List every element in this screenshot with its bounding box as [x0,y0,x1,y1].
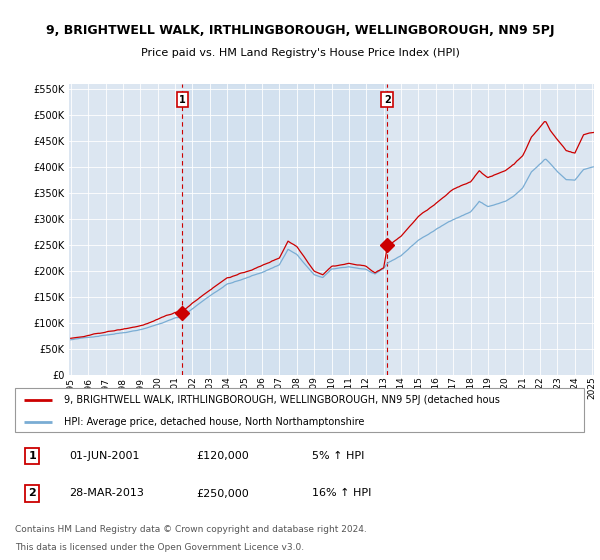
Text: £250,000: £250,000 [196,488,249,498]
FancyBboxPatch shape [15,388,584,432]
Text: 9, BRIGHTWELL WALK, IRTHLINGBOROUGH, WELLINGBOROUGH, NN9 5PJ: 9, BRIGHTWELL WALK, IRTHLINGBOROUGH, WEL… [46,24,554,38]
Text: This data is licensed under the Open Government Licence v3.0.: This data is licensed under the Open Gov… [15,543,304,552]
Text: HPI: Average price, detached house, North Northamptonshire: HPI: Average price, detached house, Nort… [64,417,364,427]
Text: 1: 1 [179,95,186,105]
Text: 01-JUN-2001: 01-JUN-2001 [70,451,140,461]
Text: 5% ↑ HPI: 5% ↑ HPI [311,451,364,461]
Text: 2: 2 [384,95,391,105]
Text: 1: 1 [28,451,36,461]
Text: 9, BRIGHTWELL WALK, IRTHLINGBOROUGH, WELLINGBOROUGH, NN9 5PJ (detached hous: 9, BRIGHTWELL WALK, IRTHLINGBOROUGH, WEL… [64,395,500,405]
Text: £120,000: £120,000 [196,451,249,461]
Text: 16% ↑ HPI: 16% ↑ HPI [311,488,371,498]
Bar [182,84,388,375]
Text: 28-MAR-2013: 28-MAR-2013 [70,488,145,498]
Text: 2: 2 [28,488,36,498]
Text: Contains HM Land Registry data © Crown copyright and database right 2024.: Contains HM Land Registry data © Crown c… [15,525,367,534]
Text: Price paid vs. HM Land Registry's House Price Index (HPI): Price paid vs. HM Land Registry's House … [140,48,460,58]
